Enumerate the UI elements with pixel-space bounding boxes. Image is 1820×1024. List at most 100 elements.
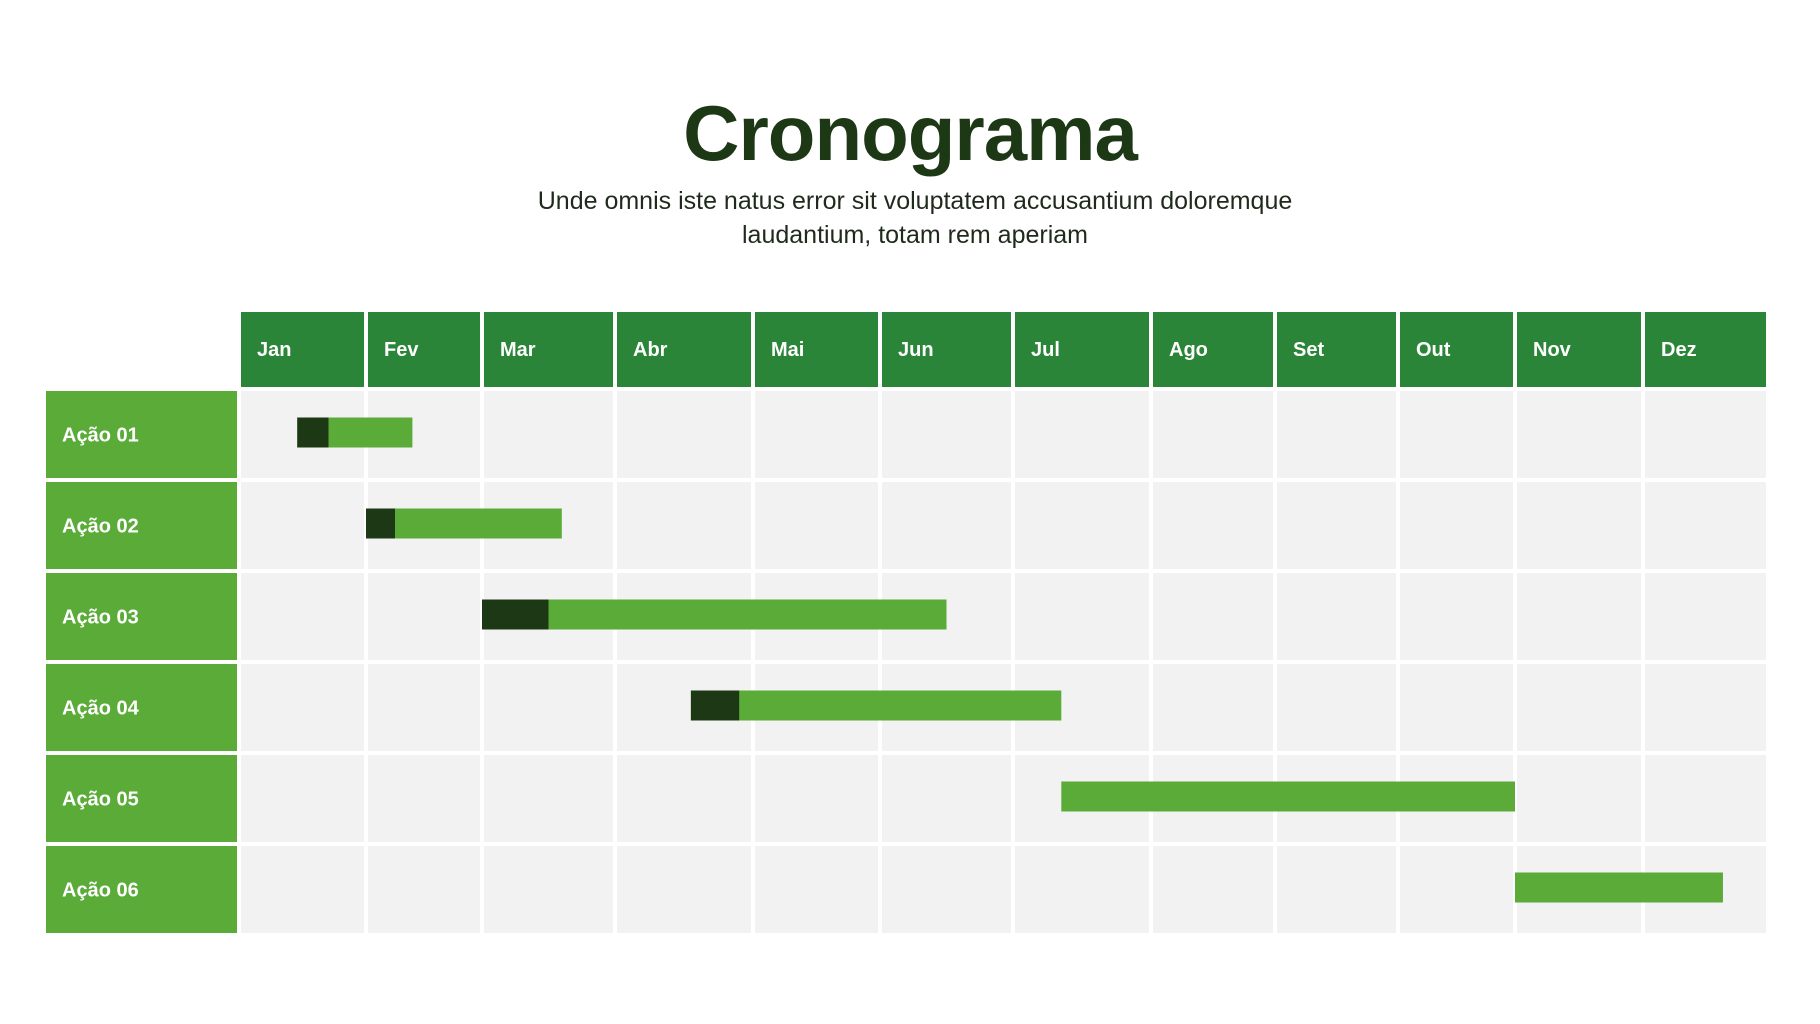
grid-cell <box>1400 846 1513 933</box>
grid-cell <box>1645 391 1766 478</box>
task-label-cell <box>46 482 237 569</box>
grid-cell <box>1153 846 1273 933</box>
month-header-abr <box>617 312 751 387</box>
month-header-fev <box>368 312 480 387</box>
grid-cell <box>484 846 613 933</box>
task-label: Ação 02 <box>62 516 139 538</box>
task-bar-remaining <box>482 599 947 630</box>
grid-cell <box>1517 482 1641 569</box>
month-header-jul <box>1015 312 1149 387</box>
grid-cell <box>1277 664 1396 751</box>
month-header-dez <box>1645 312 1766 387</box>
task-bar-remaining <box>366 508 562 539</box>
month-label: Set <box>1293 339 1324 361</box>
month-header-set <box>1277 312 1396 387</box>
task-label: Ação 01 <box>62 425 139 447</box>
month-header-jan <box>241 312 364 387</box>
grid-cell <box>241 664 364 751</box>
month-header-row: Jan Fev Mar Abr Mai Jun Jul Ago Set Out Nov Dez <box>241 312 1766 387</box>
grid-cell <box>368 573 480 660</box>
grid-cell <box>484 755 613 842</box>
grid-cell <box>1277 846 1396 933</box>
task-label-cell <box>46 664 237 751</box>
grid-cell <box>1015 391 1149 478</box>
grid-cell <box>241 755 364 842</box>
grid-cell <box>755 391 878 478</box>
grid-cell <box>1153 573 1273 660</box>
task-label: Ação 06 <box>62 880 139 902</box>
grid-cell <box>1277 482 1396 569</box>
month-label: Dez <box>1661 339 1697 361</box>
task-bar-done <box>366 508 395 539</box>
page-title: Cronograma <box>683 89 1138 177</box>
task-label: Ação 05 <box>62 789 139 811</box>
grid-cell <box>241 482 364 569</box>
month-label: Jul <box>1031 339 1060 361</box>
grid-cell <box>755 755 878 842</box>
month-label: Ago <box>1169 339 1208 361</box>
task-bar-remaining <box>690 690 1062 721</box>
grid-cell <box>1517 755 1641 842</box>
grid-cell <box>617 482 751 569</box>
grid-cell <box>484 664 613 751</box>
grid-cell <box>1277 573 1396 660</box>
grid-cell <box>1645 482 1766 569</box>
month-label: Abr <box>633 339 668 361</box>
month-header-ago <box>1153 312 1273 387</box>
grid-cell <box>1517 391 1641 478</box>
grid-cell <box>1153 664 1273 751</box>
grid-cell <box>368 755 480 842</box>
task-label: Ação 03 <box>62 607 139 629</box>
month-header-nov <box>1517 312 1641 387</box>
month-label: Nov <box>1533 339 1572 361</box>
grid-cell <box>882 846 1011 933</box>
grid-cell <box>755 846 878 933</box>
grid-cell <box>1517 664 1641 751</box>
grid-cell <box>1153 391 1273 478</box>
grid-cell <box>882 755 1011 842</box>
grid-cell <box>1277 391 1396 478</box>
grid-cell <box>1517 573 1641 660</box>
grid-cell <box>241 846 364 933</box>
month-header-mar <box>484 312 613 387</box>
task-label-cell <box>46 755 237 842</box>
task-label: Ação 04 <box>62 698 140 720</box>
task-labels: Ação 01 Ação 02 Ação 03 Ação 04 Ação 05 Ação … <box>46 391 237 933</box>
task-label-cell <box>46 391 237 478</box>
grid-cell <box>617 391 751 478</box>
grid-cell <box>1400 664 1513 751</box>
grid-cell <box>484 391 613 478</box>
task-label-cell <box>46 573 237 660</box>
grid-cell <box>1153 482 1273 569</box>
task-bar-remaining <box>1515 872 1723 903</box>
grid-cell <box>241 573 364 660</box>
grid-cell <box>755 482 878 569</box>
grid-cell <box>1645 664 1766 751</box>
grid-cell <box>1645 755 1766 842</box>
month-label: Out <box>1416 339 1451 361</box>
grid-cell <box>617 846 751 933</box>
grid-cell <box>1400 482 1513 569</box>
grid-cell <box>368 846 480 933</box>
month-header-jun <box>882 312 1011 387</box>
grid-cell <box>1015 482 1149 569</box>
grid-cell <box>1400 391 1513 478</box>
task-bar-remaining <box>1061 781 1515 812</box>
month-label: Mai <box>771 339 804 361</box>
month-label: Jan <box>257 339 291 361</box>
task-bar-done <box>690 690 740 721</box>
grid-cell <box>617 755 751 842</box>
month-header-out <box>1400 312 1513 387</box>
task-bars <box>297 417 1723 903</box>
task-bar-done <box>297 417 329 448</box>
grid-cell <box>882 482 1011 569</box>
grid-cell <box>882 391 1011 478</box>
month-label: Fev <box>384 339 419 361</box>
month-header-mai <box>755 312 878 387</box>
month-label: Mar <box>500 339 536 361</box>
grid-cell <box>1015 846 1149 933</box>
task-bar-done <box>482 599 549 630</box>
grid-cell <box>368 664 480 751</box>
page-subtitle: Unde omnis iste natus error sit voluptat… <box>537 187 1293 249</box>
